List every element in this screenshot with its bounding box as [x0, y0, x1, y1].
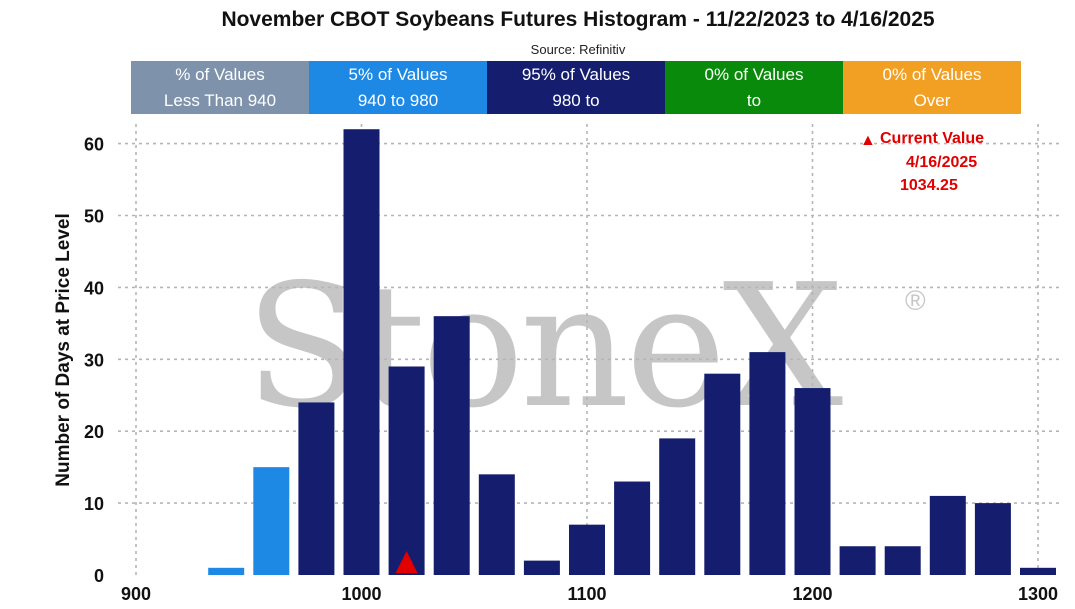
- histogram-bar: [433, 316, 470, 575]
- legend-bar: % of Values Less Than 940 5% of Values 9…: [131, 61, 1021, 114]
- legend-line2: 980 to: [552, 90, 600, 110]
- histogram-bar: [794, 388, 831, 575]
- x-tick-label: 1000: [341, 584, 381, 604]
- y-tick-label: 30: [84, 350, 104, 370]
- legend-line2: 940 to 980: [357, 90, 439, 110]
- histogram-bar: [659, 438, 696, 575]
- histogram-bar: [478, 474, 515, 575]
- histogram-bar: [569, 524, 605, 575]
- legend-line1: 0% of Values: [882, 64, 982, 84]
- x-tick-label: 900: [121, 584, 151, 604]
- legend-box-upper-range: 0% of Values to: [665, 61, 843, 114]
- legend-box-main-range: 95% of Values 980 to: [487, 61, 665, 114]
- legend-line2: Over: [913, 90, 951, 110]
- histogram-bar: [704, 373, 741, 575]
- marker-layer: [395, 551, 418, 573]
- legend-line2: to: [746, 90, 762, 110]
- chart-title: November CBOT Soybeans Futures Histogram…: [221, 8, 935, 31]
- histogram-bar: [298, 402, 335, 575]
- histogram-bar: [253, 467, 290, 575]
- histogram-bar: [884, 546, 921, 575]
- histogram-bar: [974, 503, 1011, 575]
- histogram-bar: [523, 560, 560, 575]
- y-tick-label: 40: [84, 278, 104, 298]
- current-value-number: 1034.25: [900, 177, 958, 194]
- grid-layer: [118, 124, 1060, 576]
- histogram-bar: [749, 352, 786, 575]
- legend-line2: Less Than 940: [163, 90, 277, 110]
- y-tick-label: 20: [84, 422, 104, 442]
- histogram-bar: [929, 495, 966, 575]
- legend-line1: % of Values: [175, 64, 265, 84]
- bar-layer: [208, 129, 1056, 575]
- histogram-bar: [388, 366, 425, 575]
- legend-line1: 95% of Values: [521, 64, 631, 84]
- y-tick-label: 60: [84, 135, 104, 155]
- legend-box-over: 0% of Values Over: [843, 61, 1021, 114]
- histogram-bar: [343, 129, 380, 575]
- histogram-bar: [614, 481, 651, 575]
- histogram-bar: [839, 546, 876, 575]
- x-tick-label: 1100: [567, 584, 606, 604]
- x-tick-label: 1200: [792, 584, 832, 604]
- y-tick-label: 0: [94, 566, 104, 586]
- legend-line1: 5% of Values: [348, 64, 448, 84]
- current-value-marker: [395, 551, 418, 573]
- legend-line1: 0% of Values: [704, 64, 804, 84]
- y-tick-label: 10: [84, 494, 104, 514]
- y-axis-label: Number of Days at Price Level: [53, 213, 74, 487]
- chart-source: Source: Refinitiv: [530, 42, 626, 57]
- tick-layer: 0 10 20 30 40 50 60 900 1000 1100 1200 1300: [84, 135, 1058, 604]
- current-value-title: Current Value: [880, 130, 985, 147]
- current-value-date: 4/16/2025: [906, 154, 978, 171]
- registered-mark: ®: [905, 285, 926, 316]
- legend-box-less-than: % of Values Less Than 940: [131, 61, 309, 114]
- red-triangle-icon: ▲: [860, 132, 876, 149]
- y-tick-label: 50: [84, 207, 104, 227]
- histogram-bar: [208, 567, 245, 575]
- x-tick-label: 1300: [1018, 584, 1058, 604]
- legend-box-low-range: 5% of Values 940 to 980: [309, 61, 487, 114]
- histogram-bar: [1020, 567, 1056, 575]
